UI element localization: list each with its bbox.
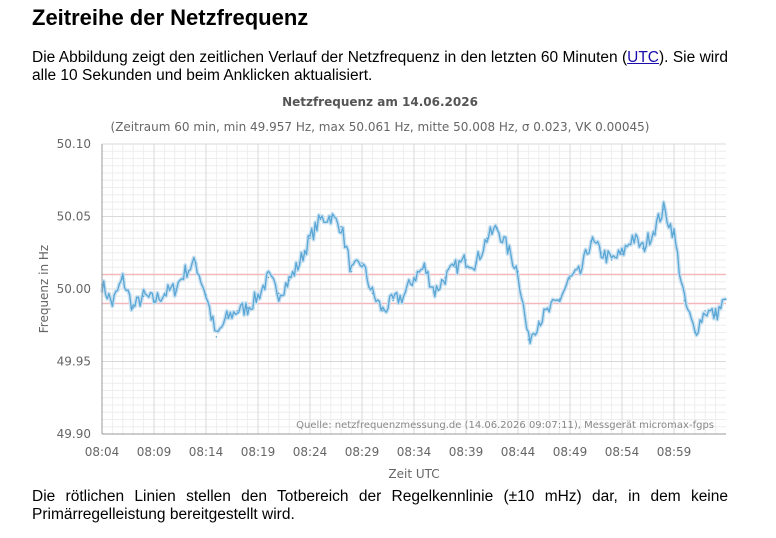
data-point	[215, 336, 218, 338]
data-point	[527, 338, 530, 341]
x-tick-label: 08:04	[85, 445, 120, 459]
data-point	[600, 251, 602, 254]
data-point	[444, 276, 447, 279]
x-tick-label: 08:54	[605, 445, 640, 459]
data-point	[590, 240, 592, 242]
data-point	[267, 276, 270, 279]
data-point	[402, 295, 405, 298]
data-point	[548, 309, 550, 312]
data-point	[194, 262, 197, 264]
chart-labels: 49.90 49.95 50.00 50.05 50.10 08:04 08:09 08:14…	[37, 95, 714, 481]
chart-axes	[101, 144, 726, 435]
data-point	[205, 294, 207, 296]
page-title: Zeitreihe der Netzfrequenz	[32, 5, 309, 30]
frequency-chart[interactable]: 49.90 49.95 50.00 50.05 50.10 08:04 08:09 08:14…	[0, 0, 776, 485]
data-point	[496, 227, 499, 229]
x-tick-label: 08:19	[241, 445, 276, 459]
data-point	[246, 307, 249, 309]
data-point	[278, 292, 280, 295]
data-point	[174, 288, 176, 290]
data-point	[662, 208, 665, 211]
data-point	[683, 299, 686, 302]
x-tick-label: 08:34	[397, 445, 432, 459]
data-point	[558, 298, 561, 300]
data-point	[423, 266, 426, 269]
data-point	[725, 298, 727, 300]
data-point	[538, 320, 540, 322]
data-point	[340, 225, 343, 228]
x-tick-label: 08:09	[137, 445, 172, 459]
data-point	[226, 317, 228, 319]
data-point	[309, 237, 311, 240]
data-point	[330, 215, 332, 218]
x-tick-label: 08:14	[189, 445, 224, 459]
data-point	[465, 259, 467, 261]
data-point	[434, 291, 436, 293]
data-point	[579, 272, 582, 274]
data-point	[610, 259, 613, 261]
y-axis-label: Frequenz in Hz	[37, 245, 51, 333]
x-tick-label: 08:29	[345, 445, 380, 459]
data-point	[454, 266, 457, 269]
x-tick-label: 08:24	[293, 445, 328, 459]
data-point	[111, 302, 114, 305]
data-point	[257, 295, 259, 298]
series-line	[101, 201, 727, 345]
data-point	[694, 331, 696, 334]
data-point	[673, 233, 675, 235]
utc-link[interactable]: UTC	[627, 49, 659, 66]
data-point	[132, 307, 134, 309]
x-axis-label: Zeit UTC	[388, 467, 439, 481]
data-point	[184, 270, 186, 273]
intro-paragraph: Die Abbildung zeigt den zeitlichen Verla…	[32, 49, 728, 85]
data-point	[122, 278, 124, 280]
x-tick-label: 08:39	[449, 445, 484, 459]
data-point	[631, 236, 634, 238]
source-note: Quelle: netzfrequenzmessung.de (14.06.20…	[296, 420, 714, 431]
data-point	[236, 309, 238, 312]
y-tick-label: 49.95	[57, 355, 91, 369]
intro-text-end: ). Sie wird alle 10 Sekunden und beim An…	[32, 49, 728, 84]
data-point	[382, 309, 384, 312]
intro-text-start: Die Abbildung zeigt den zeitlichen Verla…	[32, 49, 628, 66]
data-point	[506, 247, 509, 250]
data-point	[569, 278, 571, 280]
data-point	[371, 292, 374, 295]
chart-grid	[101, 143, 726, 435]
data-point	[486, 237, 488, 240]
y-tick-label: 49.90	[57, 427, 91, 441]
data-point	[288, 279, 291, 282]
chart-title: Netzfrequenz am 14.06.2026	[282, 95, 478, 109]
y-tick-label: 50.10	[57, 137, 91, 151]
data-point	[714, 314, 717, 316]
deadband-lines	[102, 273, 726, 305]
data-point	[350, 270, 353, 273]
data-point	[319, 218, 322, 221]
data-point	[361, 262, 363, 264]
footnote-paragraph: Die rötlichen Linien stellen den Totbere…	[32, 488, 728, 523]
x-tick-label: 08:49	[553, 445, 588, 459]
data-point	[153, 299, 155, 302]
x-tick-label: 08:44	[501, 445, 536, 459]
data-point	[163, 292, 166, 295]
data-point	[517, 270, 519, 273]
data-point	[642, 247, 644, 250]
y-tick-label: 50.05	[57, 210, 91, 224]
data-point	[475, 262, 478, 264]
data-point	[142, 295, 145, 298]
x-tick-label: 08:59	[657, 445, 692, 459]
data-point	[704, 309, 706, 312]
data-point	[621, 253, 623, 255]
data-point	[652, 230, 654, 232]
chart-series	[100, 200, 727, 346]
y-tick-label: 50.00	[57, 282, 91, 296]
chart-subtitle: (Zeitraum 60 min, min 49.957 Hz, max 50.…	[111, 120, 650, 134]
data-point	[392, 299, 395, 302]
data-point	[413, 276, 415, 279]
data-point	[298, 262, 301, 264]
